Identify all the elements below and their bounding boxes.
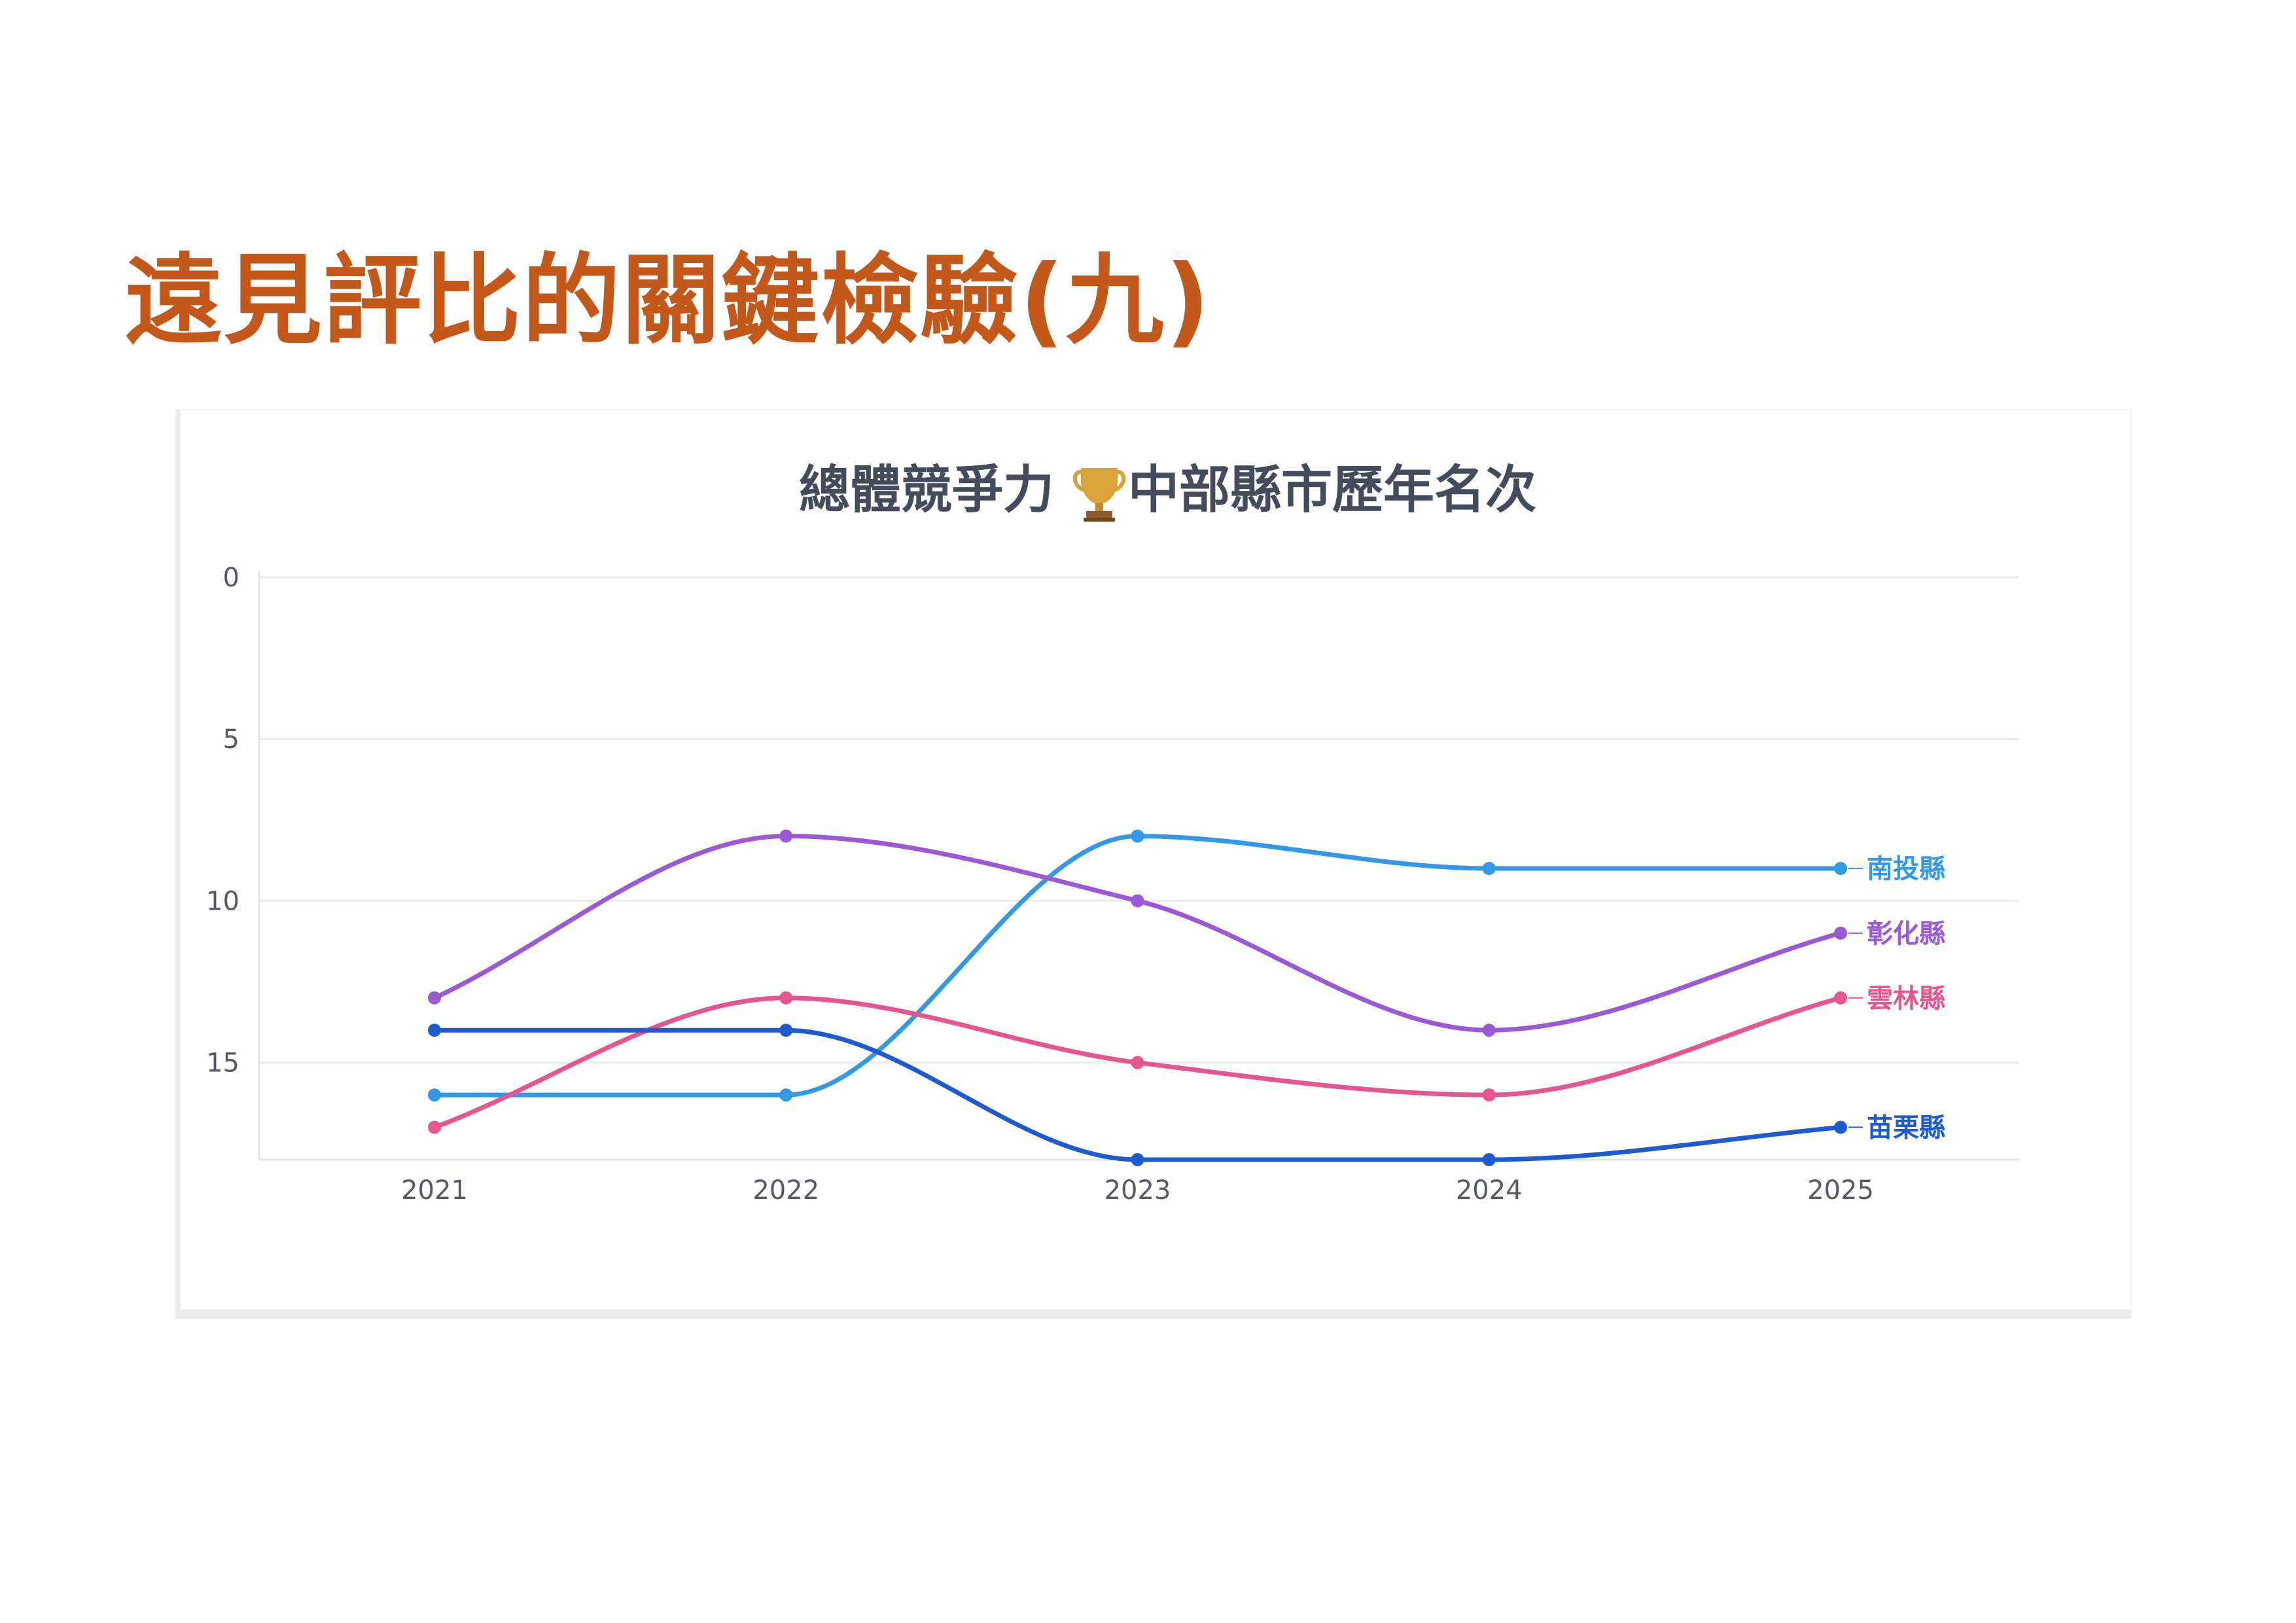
series-end-label: 南投縣: [1867, 854, 1945, 884]
x-tick-label: 2022: [752, 1175, 819, 1205]
x-tick-label: 2021: [401, 1175, 468, 1205]
slide-title: 遠見評比的關鍵檢驗(九): [124, 244, 1212, 358]
data-point: [428, 991, 441, 1005]
data-point: [1131, 894, 1144, 908]
series-end-label: 彰化縣: [1867, 919, 1945, 949]
series-line: [432, 834, 1843, 1097]
x-tick-label: 2025: [1807, 1175, 1874, 1205]
chart-title-text: 總體競爭力: [799, 461, 1054, 520]
data-point: [1482, 1088, 1496, 1102]
data-point: [1482, 1024, 1496, 1037]
y-tick-label: 5: [223, 724, 239, 755]
data-point: [1834, 926, 1847, 940]
series-雲林縣: 雲林縣: [428, 984, 1945, 1134]
line-chart: 總體競爭力 中部縣市歷年名次 0 5 10 15 2021 2022 2023 2024 202…: [206, 461, 2019, 1205]
data-point: [428, 1120, 441, 1134]
x-tick-label: 2024: [1456, 1175, 1523, 1205]
data-point: [1834, 862, 1847, 875]
series-end-label: 雲林縣: [1867, 984, 1945, 1014]
data-point: [1131, 1153, 1144, 1166]
series-南投縣: 南投縣: [428, 829, 1945, 1102]
data-point: [428, 1088, 441, 1102]
data-point: [779, 991, 793, 1005]
data-point: [1131, 829, 1144, 843]
chart-card: 總體競爭力 中部縣市歷年名次 0 5 10 15 2021 2022 2023 2024 202…: [175, 409, 2132, 1319]
series-彰化縣: 彰化縣: [428, 829, 1945, 1037]
y-tick-label: 10: [206, 886, 239, 916]
data-point: [1834, 991, 1847, 1005]
data-point: [779, 829, 793, 843]
y-tick-label: 15: [206, 1048, 239, 1079]
data-point: [1482, 1153, 1496, 1166]
x-tick-label: 2023: [1104, 1175, 1171, 1205]
data-point: [779, 1088, 793, 1102]
data-point: [1834, 1120, 1847, 1134]
trophy-icon: [1073, 468, 1125, 522]
grid: [259, 576, 2019, 1064]
series-end-label: 苗栗縣: [1867, 1113, 1945, 1143]
series-line: [432, 834, 1843, 1033]
data-point: [428, 1024, 441, 1037]
data-point: [779, 1024, 793, 1037]
y-tick-label: 0: [223, 563, 239, 593]
data-point: [1482, 862, 1496, 875]
chart-title: 總體競爭力 中部縣市歷年名次: [799, 461, 1536, 522]
series-苗栗縣: 苗栗縣: [428, 1024, 1945, 1166]
chart-title-suffix: 中部縣市歷年名次: [1128, 461, 1536, 520]
data-point: [1131, 1056, 1144, 1069]
